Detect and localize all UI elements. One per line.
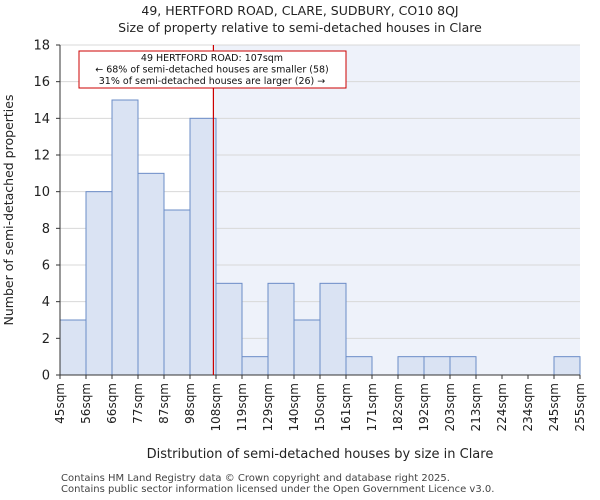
x-tick-label: 119sqm bbox=[235, 383, 249, 431]
y-tick-label: 2 bbox=[42, 332, 50, 347]
x-tick-label: 98sqm bbox=[183, 383, 197, 424]
x-tick-label: 234sqm bbox=[521, 383, 535, 431]
y-tick-label: 10 bbox=[33, 185, 50, 200]
x-tick-label: 150sqm bbox=[313, 383, 327, 431]
x-tick-label: 77sqm bbox=[131, 383, 145, 424]
y-tick-label: 12 bbox=[33, 149, 50, 164]
chart-title-line2: Size of property relative to semi-detach… bbox=[118, 20, 482, 35]
x-tick-label: 203sqm bbox=[443, 383, 457, 431]
x-tick-label: 182sqm bbox=[391, 383, 405, 431]
x-tick-label: 161sqm bbox=[339, 383, 353, 431]
x-tick-label: 108sqm bbox=[209, 383, 223, 431]
bar bbox=[241, 356, 269, 376]
y-axis-title: Number of semi-detached properties bbox=[1, 95, 16, 326]
bar bbox=[137, 172, 165, 376]
bar bbox=[345, 356, 373, 376]
bar bbox=[449, 356, 477, 376]
bar bbox=[293, 319, 321, 376]
bar bbox=[189, 117, 217, 376]
footer-line2: Contains public sector information licen… bbox=[61, 484, 495, 495]
x-tick-label: 56sqm bbox=[79, 383, 93, 424]
bar bbox=[553, 356, 581, 376]
x-tick-label: 171sqm bbox=[365, 383, 379, 431]
x-tick-label: 224sqm bbox=[495, 383, 509, 431]
x-axis-title: Distribution of semi-detached houses by … bbox=[147, 447, 494, 462]
bar bbox=[85, 191, 113, 376]
annotation-box bbox=[78, 50, 347, 89]
chart-title-line1: 49, HERTFORD ROAD, CLARE, SUDBURY, CO10 … bbox=[141, 3, 459, 18]
annotation-line-2: ← 68% of semi-detached houses are smalle… bbox=[95, 65, 329, 76]
bar bbox=[423, 356, 451, 376]
x-tick-label: 245sqm bbox=[547, 383, 561, 431]
y-tick-label: 8 bbox=[42, 222, 50, 237]
bar bbox=[215, 282, 243, 376]
footer-line1: Contains HM Land Registry data © Crown c… bbox=[61, 473, 450, 484]
x-tick-label: 255sqm bbox=[573, 383, 587, 431]
annotation-line-3: 31% of semi-detached houses are larger (… bbox=[99, 76, 326, 87]
bar bbox=[319, 282, 347, 376]
y-tick-label: 4 bbox=[42, 295, 50, 310]
x-tick-label: 87sqm bbox=[157, 383, 171, 424]
bar bbox=[111, 99, 139, 376]
y-tick-label: 18 bbox=[33, 39, 50, 54]
bar bbox=[59, 319, 87, 376]
y-tick-label: 0 bbox=[42, 369, 50, 384]
x-tick-label: 66sqm bbox=[105, 383, 119, 424]
bar bbox=[397, 356, 425, 376]
x-tick-label: 45sqm bbox=[53, 383, 67, 424]
y-tick-label: 16 bbox=[33, 75, 50, 90]
annotation-line-1: 49 HERTFORD ROAD: 107sqm bbox=[141, 53, 283, 64]
y-tick-label: 14 bbox=[33, 112, 50, 127]
x-tick-label: 140sqm bbox=[287, 383, 301, 431]
x-tick-label: 129sqm bbox=[261, 383, 275, 431]
y-tick-label: 6 bbox=[42, 259, 50, 274]
bar bbox=[267, 282, 295, 376]
x-tick-label: 192sqm bbox=[417, 383, 431, 431]
x-tick-label: 213sqm bbox=[469, 383, 483, 431]
bar bbox=[163, 209, 191, 376]
